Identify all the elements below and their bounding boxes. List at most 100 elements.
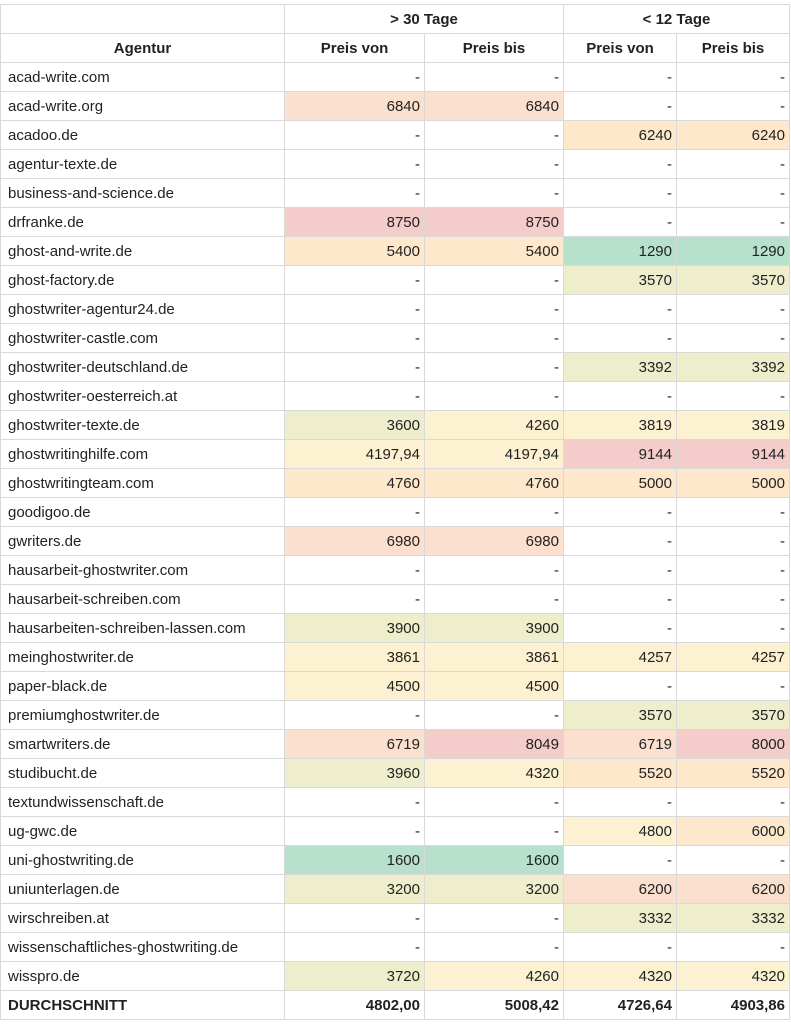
cell-preis-von-12: - [563,932,677,962]
cell-preis-von-12: 3570 [563,265,677,295]
cell-preis-von-30: - [284,555,425,585]
agency-name-cell: wirschreiben.at [0,903,285,933]
table-row: premiumghostwriter.de - -3570 3570 [0,700,790,730]
table-row: paper-black.de 4500 4500- - [0,671,790,701]
column-header-preis-bis-12: Preis bis [676,33,790,63]
cell-preis-bis-12: 3570 [676,265,790,295]
agency-name-cell: ghostwriter-deutschland.de [0,352,285,382]
cell-preis-bis-30: 4760 [424,468,564,498]
average-row: DURCHSCHNITT 4802,00 5008,42 4726,64 4903,86 [0,990,790,1020]
cell-preis-bis-30: 8750 [424,207,564,237]
cell-preis-bis-12: 3392 [676,352,790,382]
cell-preis-von-30: 6980 [284,526,425,556]
cell-preis-von-12: 1290 [563,236,677,266]
agency-name-cell: agentur-texte.de [0,149,285,179]
cell-preis-bis-30: - [424,497,564,527]
table-row: agentur-texte.de - - - - [0,149,790,179]
cell-preis-bis-30: 6840 [424,91,564,121]
cell-preis-von-30: - [284,62,425,92]
table-row: ghost-factory.de - -3570 3570 [0,265,790,295]
cell-preis-von-12: 3332 [563,903,677,933]
cell-preis-von-30: 8750 [284,207,425,237]
table-row: hausarbeit-schreiben.com - - - - [0,584,790,614]
table-row: smartwriters.de 6719 8049 6719 8000 [0,729,790,759]
cell-preis-bis-12: - [676,671,790,701]
cell-preis-bis-30: - [424,555,564,585]
agency-name-cell: uni-ghostwriting.de [0,845,285,875]
average-preis-von-30: 4802,00 [284,990,425,1020]
cell-preis-von-12: - [563,613,677,643]
cell-preis-bis-30: - [424,120,564,150]
cell-preis-von-12: - [563,526,677,556]
cell-preis-von-12: 3819 [563,410,677,440]
agency-name-cell: wissenschaftliches-ghostwriting.de [0,932,285,962]
cell-preis-von-30: - [284,323,425,353]
cell-preis-bis-12: - [676,526,790,556]
cell-preis-von-12: - [563,584,677,614]
cell-preis-bis-12: - [676,323,790,353]
agency-name-cell: ghostwriter-agentur24.de [0,294,285,324]
cell-preis-bis-30: - [424,903,564,933]
cell-preis-von-30: 3861 [284,642,425,672]
table-row: acadoo.de - -6240 6240 [0,120,790,150]
cell-preis-bis-12: - [676,613,790,643]
cell-preis-bis-30: 1600 [424,845,564,875]
cell-preis-von-12: - [563,787,677,817]
table-row: wisspro.de 3720 4260 4320 4320 [0,961,790,991]
cell-preis-bis-12: - [676,845,790,875]
cell-preis-bis-12: - [676,91,790,121]
cell-preis-von-12: 6200 [563,874,677,904]
table-row: gwriters.de 6980 6980- - [0,526,790,556]
cell-preis-bis-30: - [424,700,564,730]
table-row: textundwissenschaft.de - - - - [0,787,790,817]
cell-preis-bis-12: - [676,381,790,411]
average-preis-bis-30: 5008,42 [424,990,564,1020]
cell-preis-von-30: - [284,265,425,295]
cell-preis-bis-12: 3332 [676,903,790,933]
cell-preis-von-30: - [284,149,425,179]
cell-preis-von-12: 5000 [563,468,677,498]
column-header-agentur: Agentur [0,33,285,63]
table-row: ghostwriter-agentur24.de - - - - [0,294,790,324]
group-header-row: > 30 Tage < 12 Tage [0,4,790,34]
agency-name-cell: gwriters.de [0,526,285,556]
table-row: studibucht.de 3960 4320 5520 5520 [0,758,790,788]
cell-preis-von-30: 3720 [284,961,425,991]
cell-preis-bis-30: 8049 [424,729,564,759]
cell-preis-bis-12: - [676,584,790,614]
table-row: drfranke.de 8750 8750- - [0,207,790,237]
column-header-preis-von-12: Preis von [563,33,677,63]
average-preis-von-12: 4726,64 [563,990,677,1020]
cell-preis-von-30: 3600 [284,410,425,440]
agency-name-cell: hausarbeiten-schreiben-lassen.com [0,613,285,643]
cell-preis-bis-30: - [424,178,564,208]
group-header-12-days: < 12 Tage [563,4,790,34]
cell-preis-bis-30: 4197,94 [424,439,564,469]
cell-preis-bis-30: - [424,932,564,962]
average-preis-bis-12: 4903,86 [676,990,790,1020]
table-row: uniunterlagen.de 3200 3200 6200 6200 [0,874,790,904]
table-row: wirschreiben.at - -3332 3332 [0,903,790,933]
agency-name-cell: ghostwritinghilfe.com [0,439,285,469]
cell-preis-bis-12: 5000 [676,468,790,498]
cell-preis-von-12: - [563,671,677,701]
cell-preis-von-12: - [563,381,677,411]
agency-name-cell: drfranke.de [0,207,285,237]
agency-name-cell: ghost-factory.de [0,265,285,295]
cell-preis-bis-12: - [676,294,790,324]
cell-preis-von-12: - [563,91,677,121]
agency-name-cell: premiumghostwriter.de [0,700,285,730]
cell-preis-bis-12: - [676,149,790,179]
cell-preis-bis-30: - [424,352,564,382]
table-row: hausarbeit-ghostwriter.com - - - - [0,555,790,585]
column-header-row: Agentur Preis von Preis bis Preis von Pr… [0,33,790,63]
cell-preis-bis-12: - [676,932,790,962]
cell-preis-bis-12: 6240 [676,120,790,150]
cell-preis-bis-30: - [424,323,564,353]
cell-preis-von-30: 4760 [284,468,425,498]
table-row: ghostwriter-deutschland.de - -3392 3392 [0,352,790,382]
cell-preis-von-30: - [284,120,425,150]
group-header-30-days: > 30 Tage [284,4,564,34]
cell-preis-von-30: 4500 [284,671,425,701]
cell-preis-von-30: - [284,497,425,527]
